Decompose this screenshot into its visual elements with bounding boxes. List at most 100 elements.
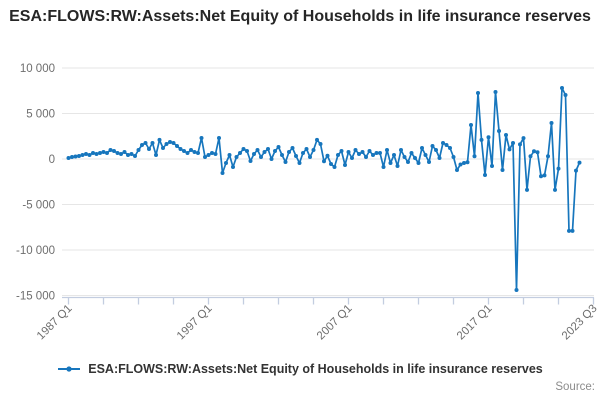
data-point-marker <box>171 141 176 145</box>
data-point-marker <box>101 150 106 154</box>
data-point-marker <box>164 142 169 146</box>
data-point-marker <box>486 135 491 140</box>
data-point-marker <box>367 149 372 153</box>
data-point-marker <box>455 168 459 172</box>
data-point-marker <box>567 228 571 233</box>
data-point-marker <box>94 152 99 156</box>
data-point-marker <box>147 147 151 151</box>
data-point-marker <box>318 142 323 146</box>
data-point-marker <box>563 93 568 97</box>
data-point-marker <box>248 159 253 163</box>
data-point-marker <box>343 163 347 167</box>
data-point-marker <box>507 147 512 152</box>
data-point-marker <box>87 153 92 157</box>
data-point-marker <box>308 155 312 159</box>
data-point-marker <box>161 146 165 150</box>
data-point-marker <box>409 151 414 155</box>
y-tick-label: -15 000 <box>16 291 55 303</box>
data-point-marker <box>521 136 526 141</box>
legend-line-marker-icon <box>58 366 81 372</box>
data-point-marker <box>325 153 330 158</box>
data-point-marker <box>556 166 561 171</box>
data-point-marker <box>136 148 141 152</box>
data-point-marker <box>546 154 550 159</box>
legend: ESA:FLOWS:RW:Assets:Net Equity of Househ… <box>0 362 600 376</box>
x-tick-label: 1987 Q1 <box>35 303 75 343</box>
data-point-marker <box>241 147 246 151</box>
data-point-marker <box>448 146 452 150</box>
data-point-marker <box>511 141 515 145</box>
data-point-marker <box>73 154 78 159</box>
data-point-marker <box>332 165 337 169</box>
x-tick-label: 2007 Q1 <box>315 303 355 343</box>
y-tick-label: 5 000 <box>26 109 55 121</box>
y-tick-label: -5 000 <box>22 200 55 212</box>
data-point-marker <box>427 160 431 164</box>
data-point-marker <box>266 147 270 151</box>
data-point-marker <box>276 145 281 149</box>
data-point-marker <box>262 150 267 154</box>
data-point-marker <box>91 151 95 155</box>
x-axis <box>62 296 595 305</box>
data-point-marker <box>238 151 242 155</box>
data-point-marker <box>476 91 480 95</box>
data-point-marker <box>178 147 183 151</box>
data-point-marker <box>553 187 557 192</box>
data-point-marker <box>346 150 351 154</box>
data-point-marker <box>105 151 109 155</box>
data-point-marker <box>371 153 375 157</box>
data-point-marker <box>413 156 417 160</box>
data-point-marker <box>423 153 428 157</box>
x-axis-labels: 1987 Q1 1997 Q1 2007 Q1 2017 Q1 2023 Q3 <box>35 303 600 343</box>
data-point-marker <box>115 151 120 155</box>
data-point-marker <box>490 164 494 168</box>
y-tick-label: 10 000 <box>20 63 55 75</box>
data-point-marker <box>406 160 410 164</box>
legend-label: ESA:FLOWS:RW:Assets:Net Equity of Househ… <box>88 362 543 376</box>
data-point-marker <box>549 121 554 125</box>
data-point-marker <box>469 123 473 127</box>
data-point-marker <box>80 153 85 157</box>
data-point-marker <box>154 153 158 157</box>
data-point-marker <box>353 148 358 152</box>
data-point-marker <box>560 86 564 90</box>
y-tick-label: -10 000 <box>16 245 55 257</box>
data-point-marker <box>294 154 298 158</box>
data-point-marker <box>532 149 536 154</box>
data-point-marker <box>231 165 235 169</box>
data-point-marker <box>392 153 396 157</box>
data-point-marker <box>301 151 305 155</box>
data-point-marker <box>504 133 508 137</box>
data-point-marker <box>150 141 155 145</box>
legend-item[interactable]: ESA:FLOWS:RW:Assets:Net Equity of Househ… <box>57 362 543 376</box>
source-label: Source: <box>555 381 595 393</box>
x-tick-label: 2023 Q3 <box>560 303 600 343</box>
data-point-marker <box>399 148 403 152</box>
data-point-marker <box>322 159 326 164</box>
data-point-marker <box>259 155 263 159</box>
data-point-marker <box>66 156 71 160</box>
data-point-marker <box>112 149 116 153</box>
data-point-marker <box>122 150 127 154</box>
data-point-marker <box>252 152 256 156</box>
y-tick-label: 0 <box>49 154 55 166</box>
data-point-marker <box>283 160 288 164</box>
data-point-marker <box>479 137 484 142</box>
data-point-marker <box>84 152 88 156</box>
data-point-marker <box>175 144 179 148</box>
data-point-marker <box>458 162 463 167</box>
data-point-marker <box>420 146 424 150</box>
data-point-marker <box>336 153 340 157</box>
data-point-marker <box>290 146 295 150</box>
x-tick-label: 1997 Q1 <box>175 303 215 343</box>
y-axis-labels: 10 000 5 000 0 -5 000 -10 000 -15 000 <box>16 63 55 303</box>
data-point-marker <box>329 162 333 166</box>
data-point-marker <box>182 149 186 153</box>
data-point-marker <box>287 150 291 154</box>
data-point-marker <box>350 156 354 160</box>
data-point-marker <box>255 148 260 152</box>
data-point-marker <box>416 161 421 165</box>
data-point-marker <box>444 143 449 147</box>
data-point-marker <box>574 168 578 173</box>
data-point-marker <box>357 152 361 156</box>
